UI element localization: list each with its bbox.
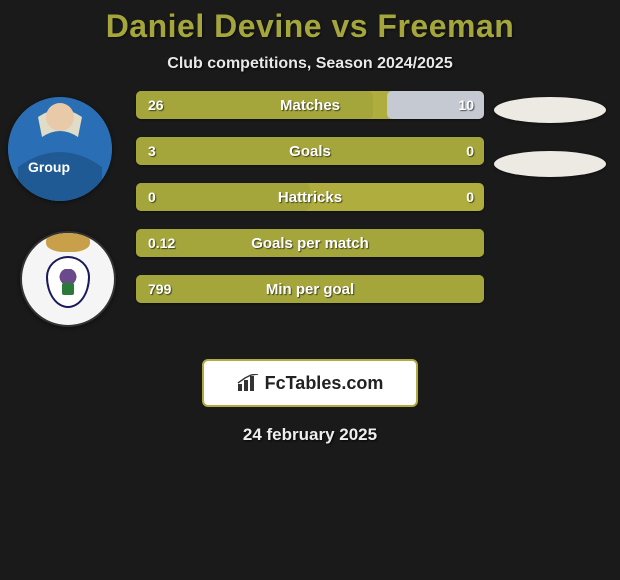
stat-rows: 26Matches103Goals00Hattricks00.12Goals p… [136, 91, 484, 303]
footer-date: 24 february 2025 [0, 425, 620, 445]
bar-chart-icon [237, 374, 259, 392]
jersey-graphic [8, 97, 112, 201]
shield-icon [46, 256, 90, 308]
stat-right-value: 10 [458, 97, 474, 113]
stat-right-value: 0 [466, 143, 474, 159]
brand-text: FcTables.com [265, 373, 384, 394]
stat-row: 0.12Goals per match [136, 229, 484, 257]
brand-badge[interactable]: FcTables.com [202, 359, 418, 407]
player-placeholder [494, 97, 606, 123]
stat-row: 0Hattricks0 [136, 183, 484, 211]
page-subtitle: Club competitions, Season 2024/2025 [0, 55, 620, 73]
comparison-card: Daniel Devine vs Freeman Club competitio… [0, 0, 620, 445]
stat-row: 799Min per goal [136, 275, 484, 303]
stat-label: Goals [136, 143, 484, 160]
stat-label: Min per goal [136, 281, 484, 298]
club-badge [20, 231, 116, 327]
stat-row: 3Goals0 [136, 137, 484, 165]
stat-right-value: 0 [466, 189, 474, 205]
club-placeholder [494, 151, 606, 177]
stat-label: Hattricks [136, 189, 484, 206]
player-avatar: Group [8, 97, 112, 201]
stat-label: Matches [136, 97, 484, 114]
jersey-sponsor-text: Group [28, 159, 70, 175]
page-title: Daniel Devine vs Freeman [0, 8, 620, 45]
left-player-column: Group [8, 97, 112, 327]
stats-area: Group 26Matches103Goals00Hattricks00.12G… [0, 101, 620, 351]
thistle-icon [58, 269, 78, 295]
eagle-icon [46, 231, 90, 252]
stat-row: 26Matches10 [136, 91, 484, 119]
right-player-column [494, 97, 606, 177]
stat-label: Goals per match [136, 235, 484, 252]
